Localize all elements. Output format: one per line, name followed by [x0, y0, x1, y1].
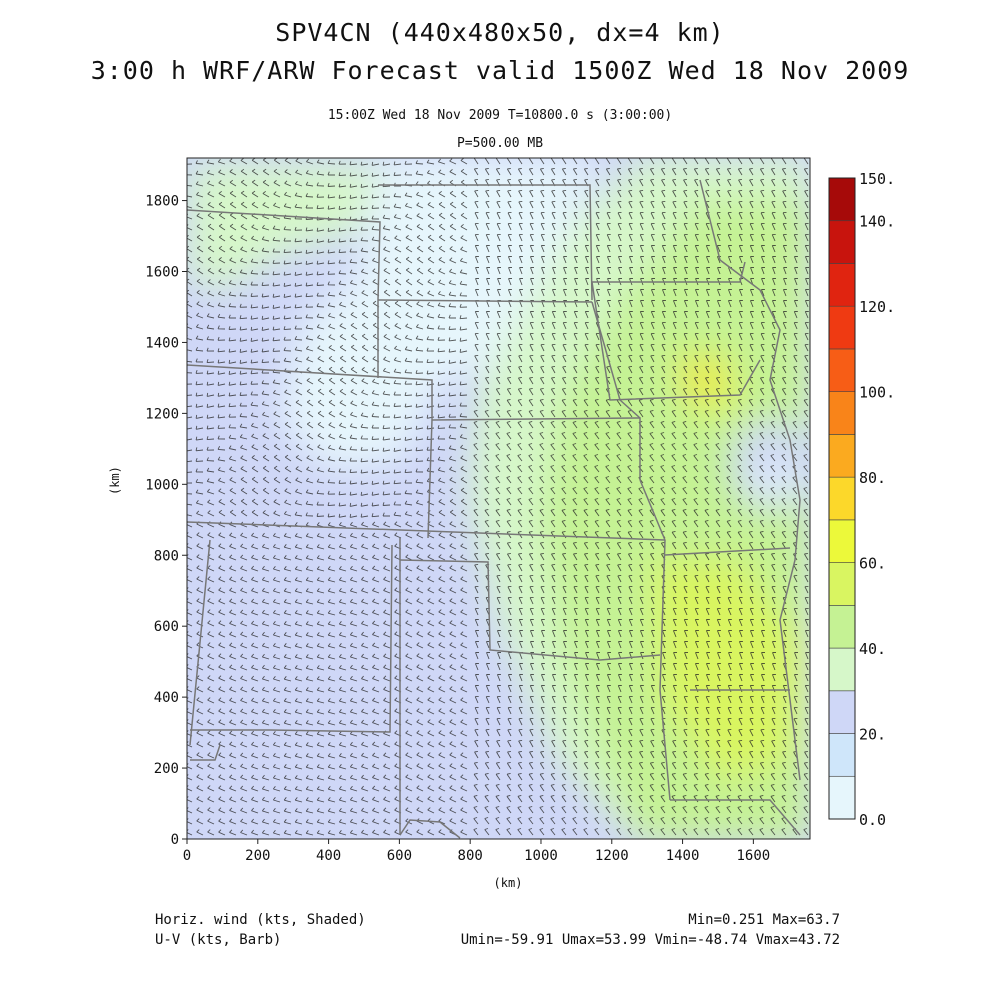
x-axis-label: (km): [493, 876, 523, 890]
colorbar-swatch: [828, 775, 856, 820]
shaded-field-label: Horiz. wind (kts, Shaded): [155, 912, 366, 928]
chart-title-line2: 3:00 h WRF/ARW Forecast valid 1500Z Wed …: [90, 56, 910, 85]
colorbar-swatch: [828, 562, 856, 606]
colorbar-swatch: [828, 220, 856, 264]
colorbar-label: 80.: [859, 469, 886, 487]
colorbar-label: 40.: [859, 640, 886, 658]
colorbar-swatch: [828, 476, 856, 521]
colorbar: 0.0 20. 40. 60. 80. 100. 120. 140. 150.: [828, 170, 895, 829]
colorbar-label: 20.: [859, 726, 886, 744]
y-tick-label: 1800: [145, 194, 179, 210]
x-tick-label: 600: [387, 848, 412, 864]
colorbar-label: 150.: [859, 170, 895, 188]
colorbar-frame: [828, 177, 856, 820]
valid-time-info: 15:00Z Wed 18 Nov 2009 T=10800.0 s (3:00…: [327, 108, 673, 123]
x-tick-label: 1000: [524, 848, 558, 864]
y-axis-label: (km): [108, 466, 122, 495]
colorbar-swatch: [828, 690, 856, 734]
colorbar-swatch: [828, 177, 856, 222]
y-tick-label: 1600: [145, 265, 179, 281]
wind-barbs-layer: [187, 158, 809, 836]
y-tick-label: 1000: [145, 477, 179, 493]
colorbar-swatch: [828, 519, 856, 563]
barb-field-label: U-V (kts, Barb): [155, 932, 282, 948]
x-tick-label: 400: [316, 848, 341, 864]
uv-range-stats: Umin=-59.91 Umax=53.99 Vmin=-48.74 Vmax=…: [460, 932, 840, 948]
pressure-level-info: P=500.00 MB: [456, 136, 544, 151]
y-tick-label: 600: [154, 619, 179, 635]
y-tick-label: 1200: [145, 406, 179, 422]
x-tick-label: 200: [245, 848, 270, 864]
chart-title-line1: SPV4CN (440x480x50, dx=4 km): [275, 18, 725, 47]
state-boundaries: [187, 179, 801, 839]
min-max-stats: Min=0.251 Max=63.7: [688, 912, 840, 928]
plot-frame: [186, 157, 811, 840]
colorbar-label: 0.0: [859, 811, 886, 829]
colorbar-swatch: [828, 605, 856, 649]
y-axis: 0 200 400 600 800 1000 1200 1400 1600 1800: [145, 194, 187, 848]
colorbar-swatch: [828, 733, 856, 777]
x-tick-label: 1200: [595, 848, 629, 864]
x-tick-label: 800: [458, 848, 483, 864]
wind-barbs: [187, 158, 809, 836]
colorbar-swatch: [828, 647, 856, 692]
y-tick-label: 800: [154, 548, 179, 564]
colorbar-swatch: [828, 348, 856, 392]
colorbar-swatch: [828, 263, 856, 307]
x-tick-label: 1400: [666, 848, 700, 864]
colorbar-label: 120.: [859, 298, 895, 316]
colorbar-swatch: [828, 305, 856, 350]
x-axis: 0 200 400 600 800 1000 1200 1400 1600: [183, 839, 770, 864]
y-tick-label: 400: [154, 690, 179, 706]
colorbar-swatch: [828, 391, 856, 435]
y-tick-label: 200: [154, 761, 179, 777]
x-tick-label: 0: [183, 848, 191, 864]
colorbar-label: 60.: [859, 555, 886, 573]
y-tick-label: 1400: [145, 335, 179, 351]
colorbar-label: 100.: [859, 384, 895, 402]
y-tick-label: 0: [171, 832, 179, 848]
x-tick-label: 1600: [737, 848, 771, 864]
colorbar-label: 140.: [859, 213, 895, 231]
colorbar-swatch: [828, 434, 856, 478]
